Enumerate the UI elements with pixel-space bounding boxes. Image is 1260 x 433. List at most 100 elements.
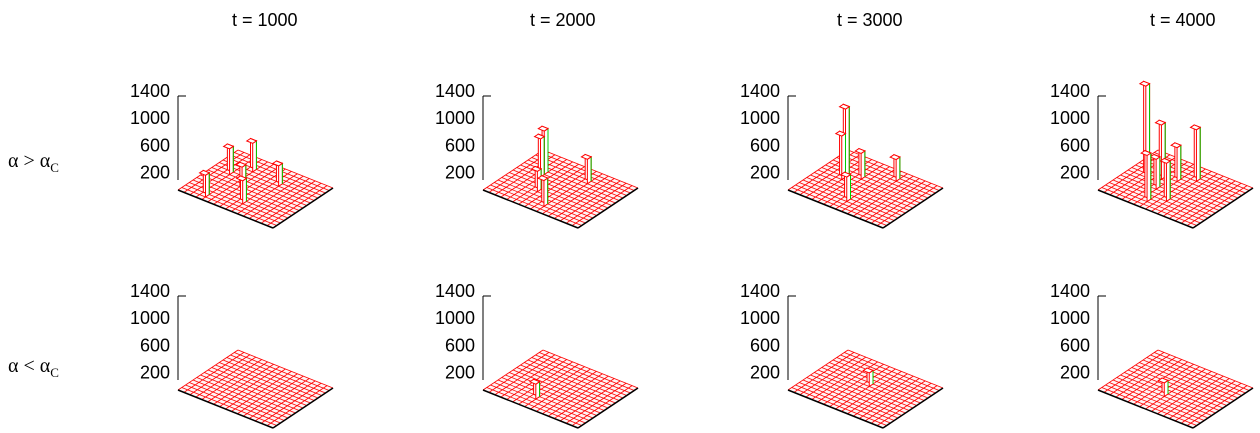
bar-face xyxy=(845,105,850,178)
grid-line xyxy=(243,175,304,217)
bar-5 xyxy=(198,169,211,198)
grid-line xyxy=(535,354,631,394)
z-tick-label-1000: 1000 xyxy=(740,108,780,128)
grid-line xyxy=(876,185,938,226)
row-label-above-sub: C xyxy=(50,160,59,175)
panel-2-3: 200 600 1000 1400 xyxy=(740,281,944,429)
grid-line xyxy=(554,378,615,419)
z-tick-label-1400: 1400 xyxy=(1050,281,1090,301)
bar-top xyxy=(580,153,593,160)
bar-top xyxy=(198,169,211,176)
grid-line xyxy=(266,185,328,226)
grid-line xyxy=(219,362,315,401)
grid-line xyxy=(836,157,932,196)
grid-line xyxy=(853,175,914,217)
bar-1 xyxy=(862,367,875,388)
grid-line xyxy=(211,167,307,206)
z-tick-label-1000: 1000 xyxy=(1050,108,1090,128)
y-axis-line xyxy=(1192,387,1254,429)
grid-line xyxy=(1180,382,1242,424)
bar-face xyxy=(1195,126,1201,183)
grid-line xyxy=(230,354,326,394)
grid-line xyxy=(1154,152,1250,191)
z-tick-label-600: 600 xyxy=(750,335,780,355)
bar-face xyxy=(536,167,542,193)
bar-top xyxy=(854,148,866,155)
grid-line xyxy=(1151,171,1212,212)
bar-face xyxy=(895,156,901,183)
z-tick-label-1400: 1400 xyxy=(740,281,780,301)
y-axis-line xyxy=(577,187,639,229)
bar-face xyxy=(1146,152,1152,203)
z-tick-label-200: 200 xyxy=(140,162,170,182)
grid-line xyxy=(559,380,621,422)
bar-top xyxy=(1154,119,1167,126)
x-axis-line xyxy=(177,389,274,429)
bar-face xyxy=(1165,159,1171,203)
y-axis-line xyxy=(882,187,944,229)
z-tick-label-200: 200 xyxy=(1060,362,1090,382)
col-title-2: t = 2000 xyxy=(530,10,596,30)
panel-2-4: 200 600 1000 1400 xyxy=(1050,281,1254,429)
grid-line xyxy=(1157,373,1218,415)
grid-line xyxy=(1174,380,1236,422)
bar-face xyxy=(242,177,247,205)
grid-line xyxy=(219,162,315,201)
grid-line xyxy=(211,367,307,406)
bar-face xyxy=(1176,144,1182,183)
grid-line xyxy=(237,373,298,415)
grid-line xyxy=(254,380,316,422)
bar-4 xyxy=(1170,142,1182,183)
bar-top xyxy=(271,160,284,167)
grid-line xyxy=(512,169,609,209)
bar-4 xyxy=(889,153,901,183)
grid-line xyxy=(1150,354,1246,394)
grid-line xyxy=(1127,369,1224,409)
grid-line xyxy=(559,180,621,222)
bar-top xyxy=(838,103,851,110)
y-axis-line xyxy=(272,387,334,429)
bar-3 xyxy=(580,153,593,185)
bar-3 xyxy=(271,160,284,188)
grid-line xyxy=(1157,173,1218,215)
bar-top xyxy=(834,130,847,137)
grid-line xyxy=(243,375,304,417)
bar-top xyxy=(245,137,258,144)
grid-line xyxy=(524,362,620,401)
z-tick-label-1400: 1400 xyxy=(1050,81,1090,101)
bar-top xyxy=(1157,377,1170,384)
grid-line xyxy=(1174,180,1236,222)
grid-line xyxy=(1186,385,1248,426)
z-tick-label-1400: 1400 xyxy=(435,281,475,301)
y-axis-line xyxy=(272,187,334,229)
bar-1 xyxy=(1157,377,1170,398)
bar-top xyxy=(530,165,543,172)
bar-top xyxy=(1140,150,1152,157)
grid-line xyxy=(536,371,597,412)
bar-top xyxy=(1159,157,1172,164)
grid-line xyxy=(231,371,292,412)
z-tick-label-1000: 1000 xyxy=(130,308,170,328)
grid-line xyxy=(876,385,938,426)
grid-line xyxy=(829,362,925,401)
grid-line xyxy=(516,367,612,406)
grid-line xyxy=(215,364,311,404)
grid-line xyxy=(870,382,932,424)
grid-line xyxy=(1154,352,1250,391)
z-tick-label-200: 200 xyxy=(750,162,780,182)
bar-face xyxy=(278,162,283,188)
bar-1 xyxy=(528,378,541,401)
grid-line xyxy=(207,369,304,409)
grid-line xyxy=(1135,364,1231,404)
grid-line xyxy=(249,378,310,419)
grid-line xyxy=(542,173,603,215)
z-tick-label-1400: 1400 xyxy=(130,281,170,301)
bar-6 xyxy=(235,175,248,205)
col-title-3: t = 3000 xyxy=(837,10,903,30)
bar-face xyxy=(846,173,851,203)
grid-line xyxy=(1157,349,1254,389)
panel-2-2: 200 600 1000 1400 xyxy=(435,281,639,429)
grid-line xyxy=(859,378,920,419)
x-axis-line xyxy=(787,189,884,229)
